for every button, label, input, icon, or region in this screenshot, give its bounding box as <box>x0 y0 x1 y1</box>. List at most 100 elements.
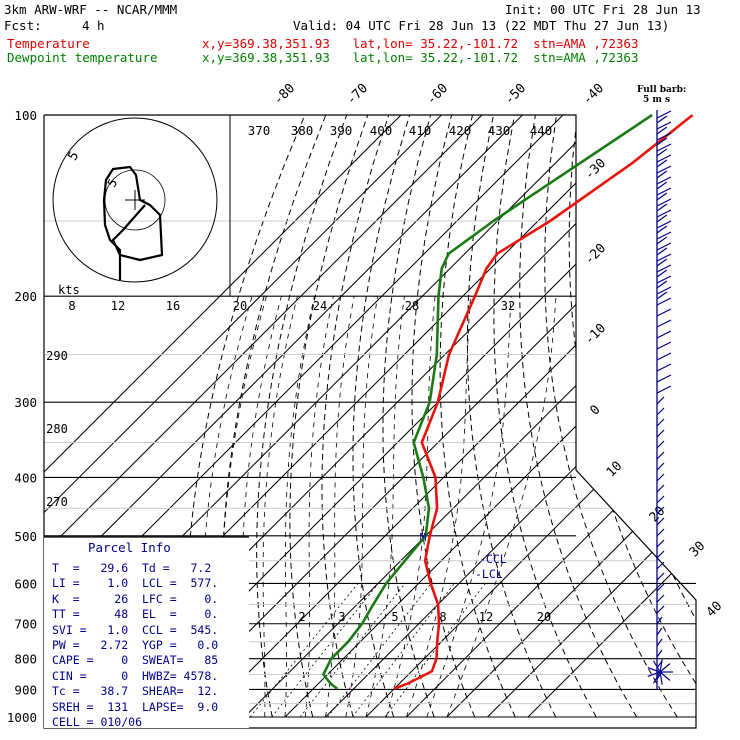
mixing-ratio-line <box>299 583 406 718</box>
wind-barb <box>656 159 668 168</box>
wind-barb <box>656 528 665 537</box>
hodograph-ring <box>52 117 218 283</box>
hodograph-speed-label: 20 <box>233 299 247 313</box>
hodograph-speed-label: 16 <box>166 299 180 313</box>
forecast-label: Fcst: <box>4 18 42 33</box>
mixing-ratio-label: 12 <box>479 610 493 624</box>
pressure-tick-label: 800 <box>14 652 37 667</box>
parcel-info-row: SVI = 1.0 CCL = 545. <box>52 622 219 637</box>
profiles: -CCL-LCL M <box>322 113 694 691</box>
wind-barb <box>656 110 672 119</box>
isotherm-line <box>406 115 696 718</box>
wind-barb <box>656 583 665 592</box>
hodograph-speed-label: 32 <box>501 299 515 313</box>
theta-label: 380 <box>291 123 314 138</box>
isotherm-label: 30 <box>687 539 709 561</box>
pressure-tick-label: 300 <box>14 395 37 410</box>
dry-adiabat-line <box>681 115 696 718</box>
wind-barb <box>656 181 668 190</box>
dry-adiabat-line <box>411 115 476 718</box>
axis-labels: 370 380 390 400 410 420 430 440 290 280 270 kts 8 12 1… <box>46 123 552 509</box>
moist-adiabat-line <box>446 296 557 718</box>
wind-barb <box>656 297 672 306</box>
temperature-profile <box>393 113 694 691</box>
wind-barb <box>656 308 672 317</box>
parcel-info-row: PW = 2.72 YGP = 0.0 <box>52 638 219 652</box>
dewpoint-profile <box>322 113 653 690</box>
parcel-info-row: CIN = 0 HWBZ= 4578. <box>52 668 219 683</box>
isotherm-line <box>325 115 696 718</box>
wind-barb <box>656 236 668 245</box>
wind-barb-surface <box>652 671 661 684</box>
wind-barb <box>656 231 672 240</box>
dry-adiabat-line <box>289 115 369 718</box>
wind-barb <box>656 539 665 548</box>
wind-barb <box>656 126 668 135</box>
init-time: Init: 00 UTC Fri 28 Jun 13 <box>505 2 701 17</box>
wind-barb <box>656 165 672 174</box>
ccl-label: -CCL <box>479 552 507 566</box>
wind-barb <box>656 484 665 493</box>
wind-barb <box>656 176 672 185</box>
wind-barb <box>656 192 668 201</box>
barb-legend-title: Full barb: <box>637 85 687 95</box>
wind-barb <box>656 594 665 603</box>
wind-barb <box>656 638 663 647</box>
mixing-ratio-label: 8 <box>439 610 446 624</box>
theta-label: 440 <box>530 123 553 138</box>
wind-barb <box>656 363 672 372</box>
mixing-ratio-line <box>327 583 432 718</box>
dry-adiabat-line <box>466 115 557 718</box>
wind-barb <box>656 319 672 328</box>
wind-barb <box>656 203 668 212</box>
wind-barb <box>656 473 665 482</box>
moist-adiabat-line <box>406 296 471 718</box>
wind-barb <box>656 616 663 625</box>
isotherm-label: -60 <box>424 81 451 108</box>
wind-barb <box>656 451 665 460</box>
dry-adiabat-label: 270 <box>46 495 68 509</box>
wind-barb <box>656 407 665 416</box>
parcel-info-row: TT = 48 EL = 0. <box>52 607 219 622</box>
wind-barb <box>656 247 668 256</box>
wind-barb <box>656 154 672 163</box>
hodograph-ring-label: 5 <box>66 149 83 163</box>
parcel-info-row: T = 29.6 Td = 7.2 <box>52 561 212 575</box>
moist-adiabats <box>201 296 557 718</box>
isotherm-label: 10 <box>604 459 626 481</box>
pressure-tick-label: 500 <box>14 529 37 544</box>
pressure-tick-label: 700 <box>14 617 37 632</box>
wind-barb <box>656 374 672 383</box>
wind-barb <box>656 214 668 223</box>
theta-label: 390 <box>330 123 353 138</box>
mixing-ratio-label: 5 <box>391 610 398 624</box>
lcl-label: -LCL <box>475 567 503 581</box>
isotherm-label: -20 <box>582 241 609 268</box>
wind-barb-surface <box>659 671 663 685</box>
parcel-info-row: LI = 1.0 LCL = 577. <box>52 576 219 591</box>
wind-barbs <box>647 110 673 690</box>
isotherm-line <box>203 115 696 718</box>
wind-barb <box>656 330 672 339</box>
wind-barb <box>656 115 668 124</box>
isotherm-line <box>44 115 523 718</box>
wind-barb <box>656 286 672 295</box>
wind-barb <box>656 561 665 570</box>
wind-barb <box>656 550 665 559</box>
mixing-ratio-line <box>384 583 486 718</box>
wind-barb <box>656 418 665 427</box>
wind-barb-surface <box>659 663 671 673</box>
pressure-tick-label: 100 <box>14 108 37 123</box>
isotherm-label: -40 <box>580 81 607 108</box>
hodograph-speed-label: 24 <box>313 299 327 313</box>
wind-barb <box>656 385 672 394</box>
dry-adiabat-line <box>638 115 696 718</box>
moist-adiabat-line <box>345 296 378 718</box>
parcel-info-background <box>44 537 249 728</box>
wind-barb-surface <box>659 671 671 681</box>
wind-barb <box>656 170 668 179</box>
hodograph: 55 <box>52 117 218 283</box>
wind-barb-surface <box>659 659 663 673</box>
pressure-tick-label: 600 <box>14 576 37 591</box>
valid-time: Valid: 04 UTC Fri 28 Jun 13 (22 MDT Thu … <box>293 18 670 33</box>
